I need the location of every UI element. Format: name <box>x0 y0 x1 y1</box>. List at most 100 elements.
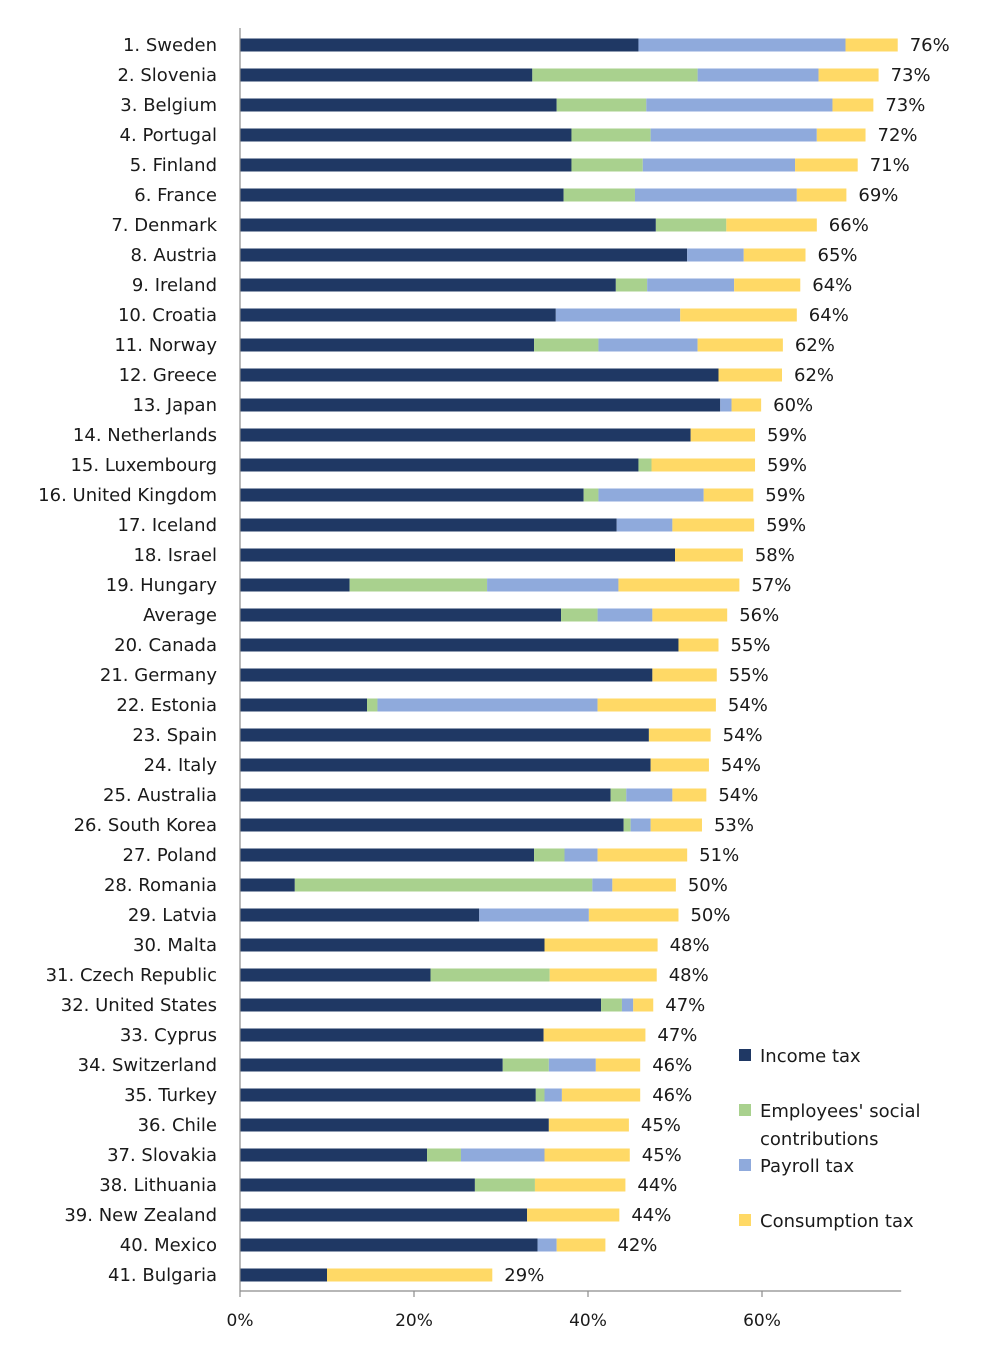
bar-segment-consumption-tax <box>816 128 866 142</box>
category-label: 6. France <box>134 185 217 206</box>
category-label: 5. Finland <box>130 155 217 176</box>
bar-segment-employees-social-contributions <box>294 878 593 892</box>
bar-segment-employees-social-contributions <box>571 158 643 172</box>
total-label: 59% <box>765 485 805 506</box>
category-label: 25. Australia <box>103 785 217 806</box>
total-label: 57% <box>751 575 791 596</box>
legend: Income tax Employees' social contributions… <box>739 1046 921 1232</box>
bar-segment-income-tax <box>240 68 533 82</box>
total-label: 54% <box>723 725 763 746</box>
total-label: 54% <box>728 695 768 716</box>
bar-segment-payroll-tax <box>720 398 732 412</box>
category-label: 36. Chile <box>138 1115 217 1136</box>
labels-layer: 1. Sweden 76% 2. Slovenia 73% 3. Belgium 73% 4… <box>38 35 950 1286</box>
bar-segment-employees-social-contributions <box>638 458 652 472</box>
bar-segment-payroll-tax <box>626 788 673 802</box>
bar-segment-consumption-tax <box>743 248 806 262</box>
bar-segment-consumption-tax <box>650 758 709 772</box>
bar-segment-consumption-tax <box>832 98 874 112</box>
category-label: 1. Sweden <box>123 35 217 56</box>
category-label: 14. Netherlands <box>73 425 217 446</box>
total-label: 46% <box>652 1085 692 1106</box>
bar-segment-payroll-tax <box>697 68 819 82</box>
bar-segment-employees-social-contributions <box>561 608 598 622</box>
bar-segment-income-tax <box>240 758 651 772</box>
total-label: 48% <box>669 965 709 986</box>
bar-segment-employees-social-contributions <box>556 98 647 112</box>
bar-segment-income-tax <box>240 38 639 52</box>
category-label: 34. Switzerland <box>78 1055 217 1076</box>
bar-segment-income-tax <box>240 398 721 412</box>
bar-segment-consumption-tax <box>527 1208 620 1222</box>
total-label: 64% <box>812 275 852 296</box>
category-label: 19. Hungary <box>106 575 218 596</box>
category-label: 27. Poland <box>123 845 217 866</box>
total-label: 46% <box>652 1055 692 1076</box>
bar-segment-payroll-tax <box>687 248 744 262</box>
category-label: 4. Portugal <box>120 125 217 146</box>
bar-segment-payroll-tax <box>544 1088 562 1102</box>
bar-segment-payroll-tax <box>642 158 796 172</box>
category-label: 17. Iceland <box>118 515 218 536</box>
category-label: 12. Greece <box>119 365 217 386</box>
bar-segment-consumption-tax <box>648 728 711 742</box>
bar-segment-employees-social-contributions <box>535 1088 545 1102</box>
category-label: 35. Turkey <box>124 1085 217 1106</box>
bar-segment-consumption-tax <box>680 308 797 322</box>
bar-segment-income-tax <box>240 848 535 862</box>
bar-segment-income-tax <box>240 1088 536 1102</box>
total-label: 53% <box>714 815 754 836</box>
total-label: 29% <box>504 1265 544 1286</box>
bar-segment-income-tax <box>240 248 688 262</box>
category-label: 23. Spain <box>132 725 217 746</box>
category-label: 24. Italy <box>144 755 218 776</box>
category-label: 10. Croatia <box>118 305 217 326</box>
bar-segment-consumption-tax <box>650 818 702 832</box>
total-label: 62% <box>794 365 834 386</box>
bar-segment-employees-social-contributions <box>474 1178 535 1192</box>
x-tick-label: 20% <box>395 1311 433 1331</box>
bar-segment-consumption-tax <box>726 218 817 232</box>
bar-segment-income-tax <box>240 908 480 922</box>
bar-segment-consumption-tax <box>597 848 688 862</box>
bar-segment-consumption-tax <box>845 38 898 52</box>
bar-segment-employees-social-contributions <box>601 998 622 1012</box>
bar-segment-income-tax <box>240 518 617 532</box>
bar-segment-employees-social-contributions <box>534 848 565 862</box>
bar-segment-consumption-tax <box>652 608 728 622</box>
total-label: 59% <box>767 425 807 446</box>
total-label: 59% <box>767 455 807 476</box>
bar-segment-income-tax <box>240 668 653 682</box>
bar-segment-income-tax <box>240 608 562 622</box>
total-label: 71% <box>870 155 910 176</box>
bar-segment-employees-social-contributions <box>534 338 599 352</box>
bar-segment-employees-social-contributions <box>349 578 488 592</box>
legend-label: Payroll tax <box>760 1156 855 1177</box>
bar-segment-payroll-tax <box>460 1148 545 1162</box>
bar-segment-consumption-tax <box>327 1268 493 1282</box>
category-label: 20. Canada <box>114 635 217 656</box>
x-axis: 0% 20% 40% 60% <box>227 28 902 1331</box>
total-label: 55% <box>731 635 771 656</box>
bar-segment-payroll-tax <box>650 128 817 142</box>
bar-segment-income-tax <box>240 488 584 502</box>
total-label: 62% <box>795 335 835 356</box>
category-label: 40. Mexico <box>120 1235 217 1256</box>
bar-segment-income-tax <box>240 638 679 652</box>
total-label: 45% <box>642 1145 682 1166</box>
legend-label: Income tax <box>760 1046 861 1067</box>
category-label: Average <box>143 605 217 626</box>
bar-segment-income-tax <box>240 308 556 322</box>
bar-segment-payroll-tax <box>634 188 797 202</box>
bar-segment-consumption-tax <box>544 938 658 952</box>
bar-segment-payroll-tax <box>598 488 704 502</box>
bar-segment-income-tax <box>240 368 719 382</box>
bar-segment-consumption-tax <box>544 1148 630 1162</box>
bar-segment-income-tax <box>240 458 639 472</box>
bar-segment-payroll-tax <box>616 518 673 532</box>
category-label: 8. Austria <box>131 245 217 266</box>
bar-segment-income-tax <box>240 1268 327 1282</box>
legend-swatch <box>739 1214 751 1226</box>
bar-segment-income-tax <box>240 428 691 442</box>
